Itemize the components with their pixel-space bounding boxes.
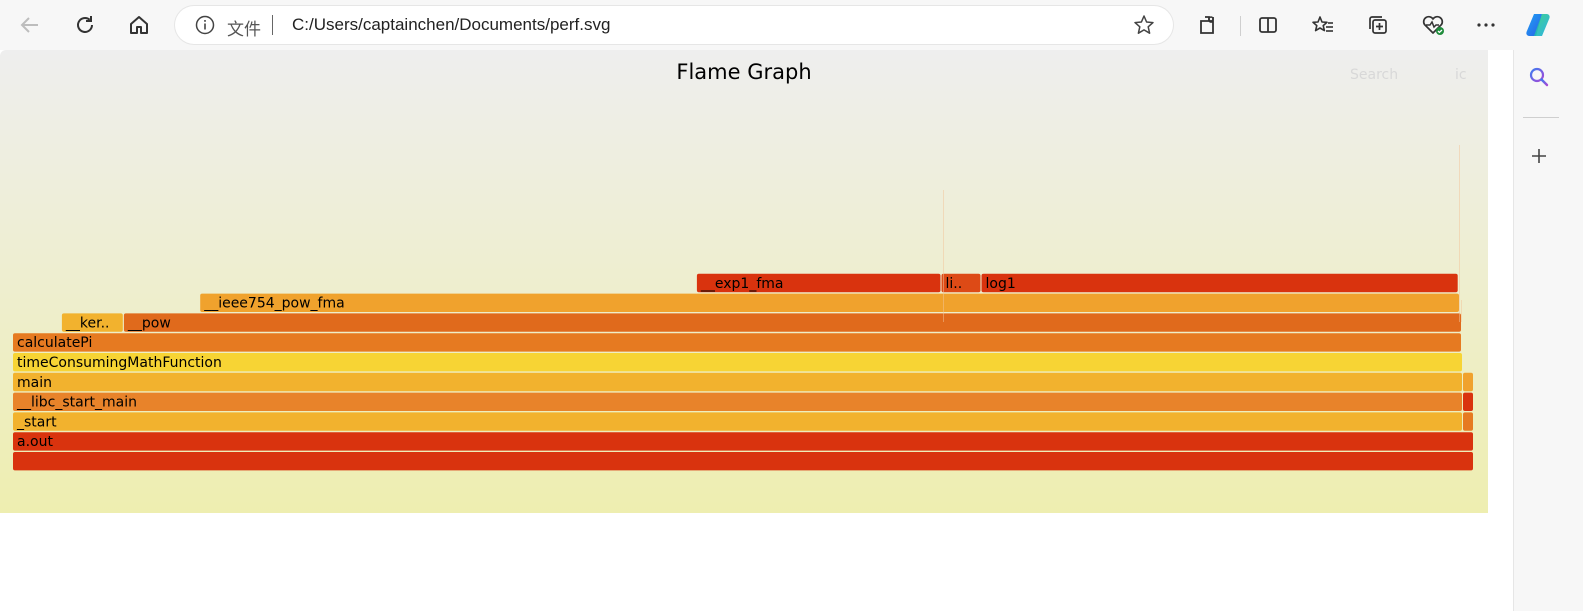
- flame-thin-frame: [1461, 300, 1462, 322]
- flame-frame-rect[interactable]: [696, 273, 941, 293]
- sidebar-divider: [1523, 117, 1559, 118]
- flame-frame-rect[interactable]: [13, 432, 1473, 451]
- flame-frame-rect[interactable]: [1463, 412, 1473, 431]
- flame-frame[interactable]: _start: [13, 412, 1462, 431]
- flame-frame-rect[interactable]: [13, 353, 1462, 372]
- flame-frame-rect[interactable]: [13, 372, 1462, 392]
- flame-frame-rect[interactable]: [13, 412, 1462, 431]
- flame-frame[interactable]: log1: [981, 273, 1458, 293]
- flame-frame-rect[interactable]: [1463, 372, 1473, 392]
- search-icon[interactable]: [1522, 60, 1556, 94]
- flame-frame[interactable]: __ker..: [61, 313, 123, 332]
- flame-frame-rect[interactable]: [13, 452, 1473, 471]
- flame-graph-canvas: Flame Graph Search ic a.out _start __libc_…: [0, 50, 1488, 513]
- flame-frame-rect[interactable]: [13, 333, 1461, 352]
- extensions-icon[interactable]: [1191, 8, 1225, 42]
- flame-frame-rect[interactable]: [61, 313, 123, 332]
- page-blank-area: [0, 513, 1512, 611]
- add-icon[interactable]: [1522, 139, 1556, 173]
- flame-frame-label: __ieee754_pow_fma: [203, 296, 345, 312]
- address-separator: [272, 15, 273, 35]
- more-icon[interactable]: [1469, 8, 1503, 42]
- address-scheme-label: 文件: [227, 20, 261, 40]
- split-screen-icon[interactable]: [1251, 8, 1285, 42]
- info-icon[interactable]: [195, 15, 215, 35]
- flame-frame[interactable]: calculatePi: [13, 333, 1461, 352]
- back-icon[interactable]: [13, 8, 47, 42]
- flame-frame[interactable]: __exp1_fma: [696, 273, 941, 293]
- flame-thin-frame: [943, 190, 944, 322]
- flame-frame[interactable]: timeConsumingMathFunction: [13, 353, 1462, 372]
- copilot-icon[interactable]: [1521, 8, 1555, 42]
- toolbar-divider: [1240, 16, 1241, 36]
- flame-frame-rect[interactable]: [981, 273, 1458, 293]
- flame-frame-label: li..: [946, 276, 963, 292]
- flame-frame-label: __libc_start_main: [16, 395, 137, 411]
- flame-frame[interactable]: a.out: [13, 432, 1473, 451]
- collections-icon[interactable]: [1361, 8, 1395, 42]
- flame-frame-rect[interactable]: [941, 273, 981, 293]
- flame-frame-label: a.out: [17, 434, 53, 450]
- ignore-case-toggle[interactable]: ic: [1455, 67, 1467, 83]
- flame-frame-label: main: [17, 375, 52, 391]
- flame-frame-rect[interactable]: [123, 313, 1461, 332]
- home-icon[interactable]: [122, 8, 156, 42]
- address-bar[interactable]: 文件 C:/Users/captainchen/Documents/perf.s…: [175, 6, 1173, 44]
- flame-frame[interactable]: [1463, 412, 1473, 431]
- address-url[interactable]: C:/Users/captainchen/Documents/perf.svg: [292, 15, 611, 34]
- flame-frame-rect[interactable]: [1463, 392, 1473, 411]
- flame-frame[interactable]: __pow: [123, 313, 1461, 332]
- page-title: Flame Graph: [676, 60, 812, 84]
- flame-thin-frame: [1459, 145, 1460, 322]
- flame-frame-label: calculatePi: [17, 335, 92, 351]
- flame-frame[interactable]: li..: [941, 273, 981, 293]
- browser-toolbar: 文件 C:/Users/captainchen/Documents/perf.s…: [0, 0, 1583, 50]
- flame-frame-label: __pow: [127, 315, 171, 331]
- flame-frame[interactable]: [13, 452, 1473, 471]
- favorites-icon[interactable]: [1306, 8, 1340, 42]
- flame-frame-rect[interactable]: [13, 392, 1462, 411]
- flame-frame-label: log1: [986, 276, 1016, 292]
- refresh-icon[interactable]: [68, 8, 102, 42]
- search-button[interactable]: Search: [1350, 67, 1399, 83]
- flame-frame-label: __ker..: [65, 315, 110, 331]
- favorite-star-icon[interactable]: [1133, 14, 1155, 41]
- flame-frame-label: __exp1_fma: [700, 276, 784, 292]
- flame-frame[interactable]: __libc_start_main: [13, 392, 1462, 411]
- flame-frame[interactable]: main: [13, 372, 1462, 392]
- flame-graph: a.out _start __libc_start_main main timeCons…: [13, 145, 1473, 471]
- flame-frame[interactable]: __ieee754_pow_fma: [200, 293, 1460, 312]
- browser-sidebar: [1513, 50, 1583, 611]
- flame-frame[interactable]: [1463, 372, 1473, 392]
- flame-frame[interactable]: [1463, 392, 1473, 411]
- browser-essentials-icon[interactable]: [1416, 8, 1450, 42]
- flame-frame-label: timeConsumingMathFunction: [17, 355, 222, 371]
- flame-frame-rect[interactable]: [200, 293, 1460, 312]
- flame-frame-label: _start: [16, 414, 57, 430]
